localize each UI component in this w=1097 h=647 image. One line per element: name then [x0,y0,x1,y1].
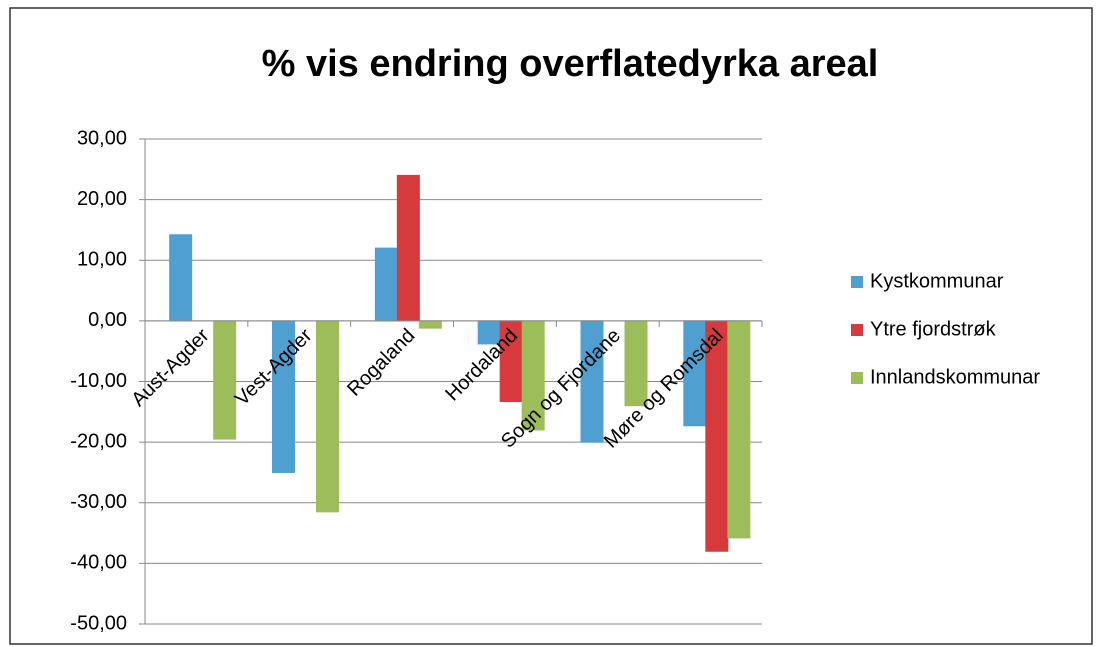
bar [316,320,340,513]
y-tick-label: -40,00 [70,552,127,574]
bar [727,320,751,539]
y-tick-label: -10,00 [70,370,127,392]
legend-label: Kystkommunar [870,270,1004,292]
legend-label: Innlandskommunar [870,366,1040,388]
bar [418,320,442,329]
y-tick-label: 20,00 [77,188,127,210]
y-tick-label: -30,00 [70,491,127,513]
y-tick-label: 0,00 [88,309,127,331]
legend-swatch [851,324,863,336]
bar [213,320,237,440]
legend-swatch [851,372,863,384]
bar [374,247,398,322]
chart-frame [9,7,1093,645]
y-tick-label: 30,00 [77,127,127,149]
bar [169,234,193,322]
y-tick-label: -50,00 [70,612,127,634]
bar [396,174,420,322]
legend-label: Ytre fjordstrøk [870,318,997,340]
legend-swatch [851,276,863,288]
y-tick-label: 10,00 [77,249,127,271]
chart-title: % vis endring overflatedyrka areal [262,43,879,85]
y-tick-label: -20,00 [70,430,127,452]
